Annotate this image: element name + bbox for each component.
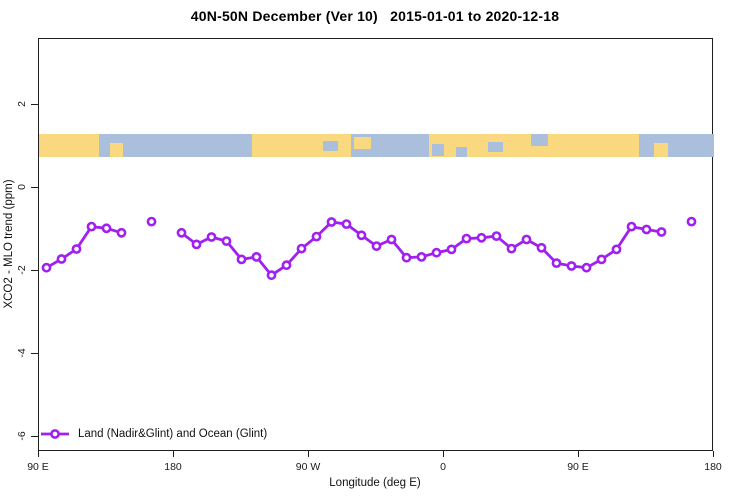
y-axis-label: XCO2 - MLO trend (ppm)	[3, 179, 15, 309]
data-point-marker	[326, 217, 337, 227]
data-point-marker	[626, 221, 637, 232]
sea-patch	[322, 140, 338, 152]
data-point-marker	[596, 254, 607, 265]
x-tick-mark	[578, 451, 580, 457]
data-point-marker	[281, 260, 292, 271]
y-tick-label: 2	[16, 101, 28, 107]
y-tick-mark	[31, 436, 38, 438]
x-axis-label: Longitude (deg E)	[329, 477, 421, 489]
y-tick-mark	[31, 104, 38, 106]
x-tick-mark	[173, 451, 175, 457]
data-point-marker	[521, 234, 532, 245]
data-point-marker	[146, 216, 157, 227]
data-point-marker	[506, 243, 517, 254]
data-point-marker	[56, 254, 67, 264]
data-point-marker	[176, 227, 187, 238]
data-point-marker	[221, 236, 232, 246]
sea-patch	[487, 142, 503, 153]
land-patch	[654, 142, 668, 157]
x-tick-label: 180	[704, 461, 722, 473]
x-tick-mark	[713, 451, 715, 457]
sea-patch	[456, 146, 467, 157]
chart-title: 40N-50N December (Ver 10) 2015-01-01 to …	[190, 8, 560, 24]
y-tick-label: -2	[16, 265, 28, 275]
data-series-svg	[41, 216, 697, 281]
land-patch	[429, 134, 639, 157]
y-tick-mark	[31, 187, 38, 189]
x-tick-label: 90 E	[567, 461, 589, 473]
x-tick-mark	[38, 451, 40, 457]
data-point-marker	[611, 244, 622, 255]
data-point-marker	[446, 244, 457, 255]
land-patch	[252, 134, 351, 157]
data-point-marker	[656, 227, 667, 237]
data-point-marker	[641, 224, 652, 235]
y-tick-label: -6	[16, 431, 28, 441]
data-point-marker	[476, 232, 487, 243]
data-point-marker	[686, 216, 697, 227]
sea-patch	[432, 144, 444, 156]
x-tick-label: 180	[164, 461, 182, 473]
x-tick-label: 90 W	[295, 461, 321, 473]
data-point-marker	[341, 219, 352, 229]
data-point-marker	[401, 252, 412, 263]
land-patch	[354, 136, 371, 149]
map-band	[39, 134, 714, 157]
data-point-marker	[356, 230, 367, 241]
data-point-marker	[311, 231, 322, 242]
data-point-marker	[461, 233, 472, 244]
x-tick-label: 0	[440, 461, 446, 473]
data-point-marker	[86, 221, 97, 232]
data-point-marker	[101, 223, 112, 234]
legend-label: Land (Nadir&Glint) and Ocean (Glint)	[78, 428, 268, 440]
data-point-marker	[386, 234, 397, 245]
data-point-marker	[191, 239, 202, 250]
data-point-marker	[566, 261, 577, 271]
y-tick-mark	[31, 270, 38, 272]
data-point-marker	[236, 254, 247, 265]
data-point-marker	[251, 251, 262, 262]
sea-patch	[531, 134, 548, 146]
data-point-marker	[296, 243, 307, 254]
data-point-marker	[491, 231, 502, 241]
x-tick-label: 90 E	[27, 461, 49, 473]
data-point-marker	[116, 227, 127, 238]
data-point-marker	[371, 241, 382, 251]
y-tick-label: -4	[16, 348, 28, 358]
y-tick-label: 0	[16, 184, 28, 190]
data-point-marker	[536, 242, 547, 253]
land-patch	[39, 134, 99, 157]
data-point-marker	[581, 262, 592, 273]
data-point-marker	[416, 251, 427, 262]
data-point-marker	[71, 244, 82, 254]
legend-marker-icon	[41, 429, 69, 439]
x-tick-mark	[308, 451, 310, 457]
land-patch	[109, 142, 123, 157]
legend: Land (Nadir&Glint) and Ocean (Glint)	[40, 426, 267, 442]
data-point-marker	[206, 232, 217, 242]
x-tick-mark	[443, 451, 445, 457]
y-tick-mark	[31, 353, 38, 355]
data-point-marker	[266, 270, 277, 281]
plot-area	[38, 38, 714, 451]
data-point-marker	[41, 262, 52, 273]
data-point-marker	[431, 247, 442, 258]
data-point-marker	[551, 258, 562, 268]
